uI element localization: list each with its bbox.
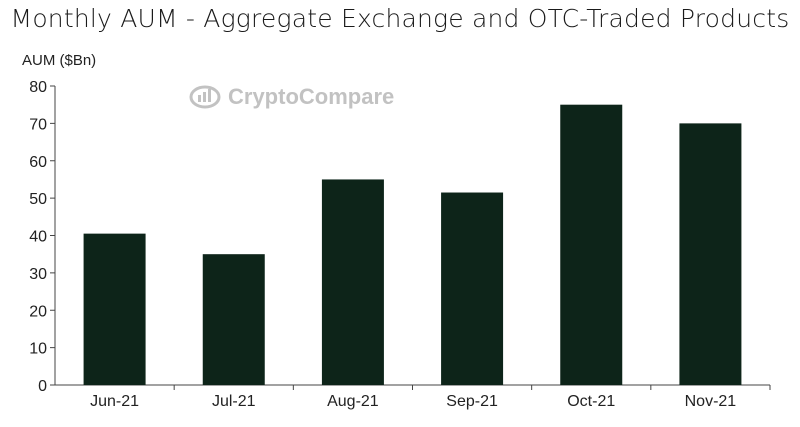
bar-oct-21 [560,104,623,385]
bar-jul-21 [202,254,265,385]
bar-aug-21 [321,179,384,385]
x-ticks: Jun-21 Jul-21 Aug-21 Sep-21 Oct-21 Nov-21 [90,385,771,410]
y-ticks: 0 10 20 30 40 50 60 70 80 [29,79,55,395]
cryptocompare-logo-icon [189,85,221,109]
bar-sep-21 [441,192,504,385]
x-tick-label: Oct-21 [567,393,615,410]
y-tick-label: 80 [29,79,47,96]
x-tick-label: Jun-21 [90,393,139,410]
y-tick-label: 20 [29,303,47,320]
y-tick-label: 70 [29,116,47,133]
bar-nov-21 [679,123,742,385]
y-tick-label: 50 [29,191,47,208]
chart-title: Monthly AUM - Aggregate Exchange and OTC… [10,4,790,33]
y-tick-label: 0 [38,378,47,395]
axes [54,86,770,386]
x-tick-label: Aug-21 [327,393,379,410]
y-axis-label: AUM ($Bn) [22,52,97,69]
y-tick-label: 40 [29,229,47,246]
x-tick-label: Sep-21 [446,393,498,410]
x-tick-label: Nov-21 [685,393,737,410]
y-tick-label: 10 [29,341,47,358]
bar-jun-21 [83,233,146,385]
bars [83,104,742,385]
watermark-text: CryptoCompare [228,84,394,109]
watermark: CryptoCompare [189,84,394,109]
x-tick-label: Jul-21 [212,393,256,410]
y-tick-label: 30 [29,266,47,283]
y-tick-label: 60 [29,154,47,171]
